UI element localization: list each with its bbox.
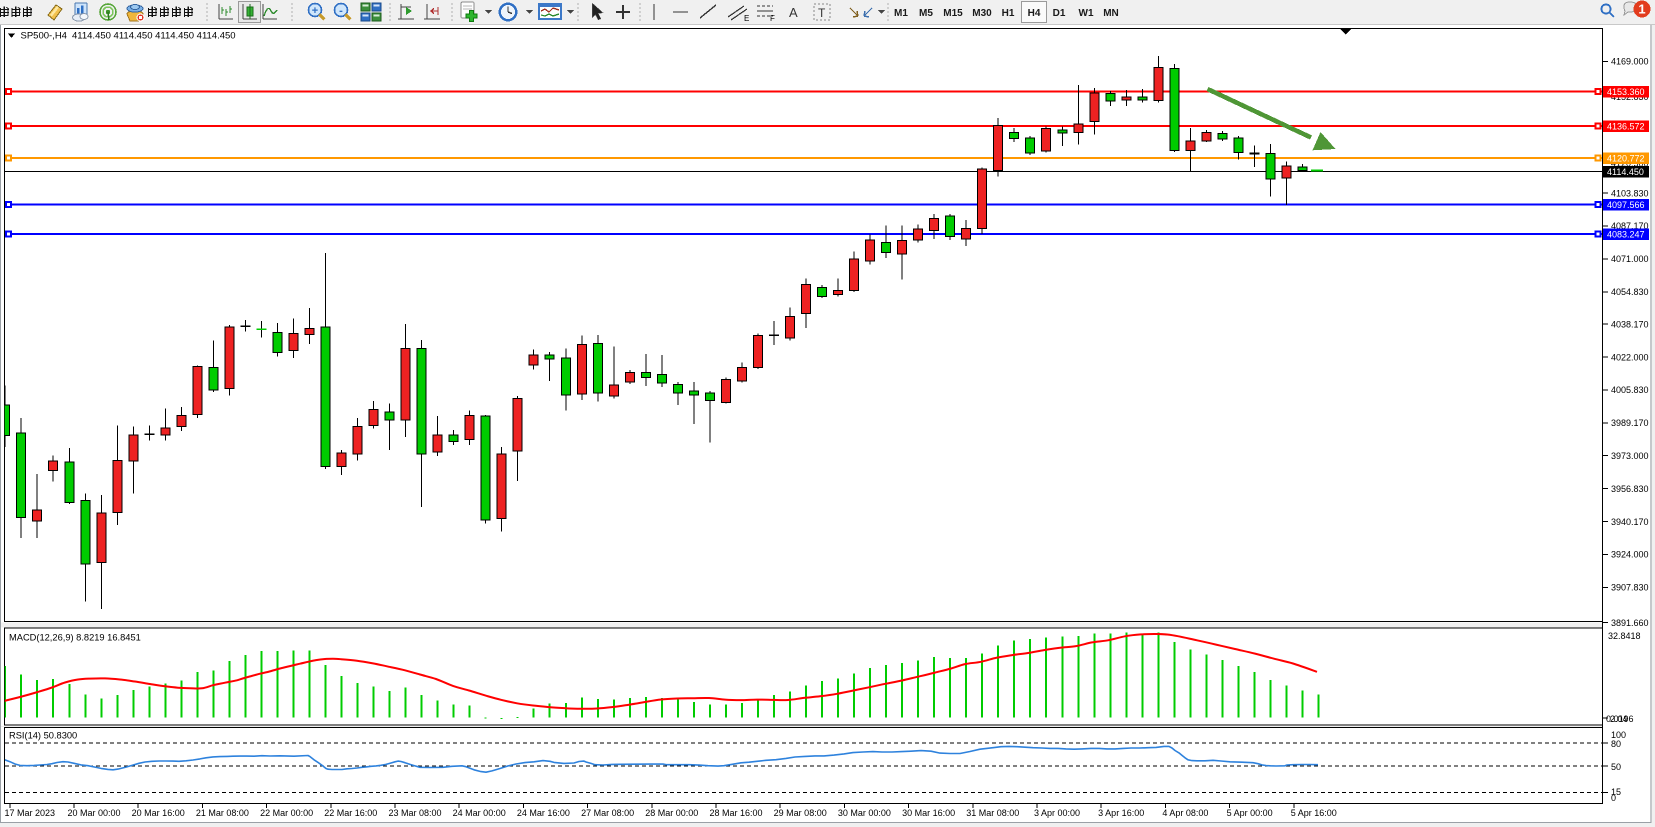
svg-text:15: 15 (1611, 787, 1621, 797)
svg-text:-: - (339, 5, 343, 17)
svg-text:27 Mar 08:00: 27 Mar 08:00 (581, 808, 634, 818)
svg-text:24 Mar 00:00: 24 Mar 00:00 (453, 808, 506, 818)
svg-text:20 Mar 16:00: 20 Mar 16:00 (132, 808, 185, 818)
svg-text:3989.170: 3989.170 (1611, 418, 1649, 428)
svg-text:+: + (312, 5, 318, 17)
svg-text:M30: M30 (972, 8, 992, 19)
svg-text:4097.566: 4097.566 (1607, 200, 1645, 210)
svg-text:31 Mar 08:00: 31 Mar 08:00 (966, 808, 1019, 818)
svg-text:3 Apr 16:00: 3 Apr 16:00 (1098, 808, 1144, 818)
svg-text:4169.000: 4169.000 (1611, 57, 1649, 67)
svg-text:3907.830: 3907.830 (1611, 583, 1649, 593)
svg-text:22 Mar 16:00: 22 Mar 16:00 (324, 808, 377, 818)
svg-text:T: T (818, 6, 826, 20)
svg-text:50: 50 (1611, 762, 1621, 772)
svg-text:4114.450: 4114.450 (1607, 167, 1644, 177)
svg-text:23 Mar 08:00: 23 Mar 08:00 (388, 808, 441, 818)
svg-text:17 Mar 2023: 17 Mar 2023 (5, 808, 56, 818)
svg-text:3956.830: 3956.830 (1611, 484, 1649, 494)
svg-text:4087.170: 4087.170 (1611, 221, 1649, 231)
svg-text:21 Mar 08:00: 21 Mar 08:00 (196, 808, 249, 818)
svg-text:80: 80 (1611, 739, 1621, 749)
svg-text:32.8418: 32.8418 (1608, 631, 1641, 641)
svg-text:28 Mar 00:00: 28 Mar 00:00 (645, 808, 698, 818)
svg-text:D1: D1 (1053, 8, 1066, 19)
svg-text:4 Apr 08:00: 4 Apr 08:00 (1162, 808, 1208, 818)
svg-text:0: 0 (1611, 793, 1616, 803)
svg-text:20 Mar 00:00: 20 Mar 00:00 (67, 808, 120, 818)
svg-text:4120.772: 4120.772 (1607, 154, 1645, 164)
svg-text:4136.572: 4136.572 (1607, 122, 1645, 132)
svg-text:H1: H1 (1002, 8, 1015, 19)
svg-text:M1: M1 (894, 8, 908, 19)
svg-text:W1: W1 (1079, 8, 1094, 19)
svg-text:0.0196: 0.0196 (1606, 714, 1634, 724)
svg-text:29 Mar 08:00: 29 Mar 08:00 (774, 808, 827, 818)
svg-text:M5: M5 (919, 8, 933, 19)
svg-text:SP500-,H4: SP500-,H4 (21, 31, 67, 42)
svg-text:28 Mar 16:00: 28 Mar 16:00 (709, 808, 762, 818)
svg-text:30 Mar 00:00: 30 Mar 00:00 (838, 808, 891, 818)
svg-text:4005.830: 4005.830 (1611, 385, 1649, 395)
svg-text:22 Mar 00:00: 22 Mar 00:00 (260, 808, 313, 818)
svg-text:4071.000: 4071.000 (1611, 254, 1649, 264)
svg-text:4103.830: 4103.830 (1611, 189, 1649, 199)
svg-text:3891.660: 3891.660 (1611, 618, 1649, 628)
svg-text:24 Mar 16:00: 24 Mar 16:00 (517, 808, 570, 818)
svg-text:3 Apr 00:00: 3 Apr 00:00 (1034, 808, 1080, 818)
svg-text:3924.000: 3924.000 (1611, 550, 1649, 560)
svg-text:MACD(12,26,9) 8.8219 16.8451: MACD(12,26,9) 8.8219 16.8451 (9, 633, 141, 643)
svg-text:1: 1 (1638, 2, 1645, 17)
svg-text:E: E (744, 14, 749, 23)
svg-text:5 Apr 16:00: 5 Apr 16:00 (1291, 808, 1337, 818)
svg-text:3940.170: 3940.170 (1611, 517, 1649, 527)
svg-text:4054.830: 4054.830 (1611, 287, 1649, 297)
svg-text:M15: M15 (943, 8, 963, 19)
svg-text:5 Apr 00:00: 5 Apr 00:00 (1227, 808, 1273, 818)
svg-text:4083.247: 4083.247 (1607, 229, 1645, 239)
svg-text:4022.000: 4022.000 (1611, 352, 1649, 362)
svg-text:RSI(14) 50.8300: RSI(14) 50.8300 (9, 731, 77, 741)
svg-text:4038.170: 4038.170 (1611, 319, 1649, 329)
svg-text:3973.000: 3973.000 (1611, 451, 1649, 461)
svg-text:MN: MN (1103, 8, 1119, 19)
svg-text:30 Mar 16:00: 30 Mar 16:00 (902, 808, 955, 818)
svg-text:H4: H4 (1028, 8, 1041, 19)
svg-text:F: F (770, 14, 775, 23)
svg-text:100: 100 (1611, 730, 1626, 740)
svg-text:A: A (789, 5, 798, 20)
svg-text:2.04: 2.04 (1610, 714, 1628, 724)
svg-text:4114.450 4114.450 4114.450 411: 4114.450 4114.450 4114.450 4114.450 (72, 31, 236, 42)
svg-text:4153.360: 4153.360 (1607, 87, 1645, 97)
